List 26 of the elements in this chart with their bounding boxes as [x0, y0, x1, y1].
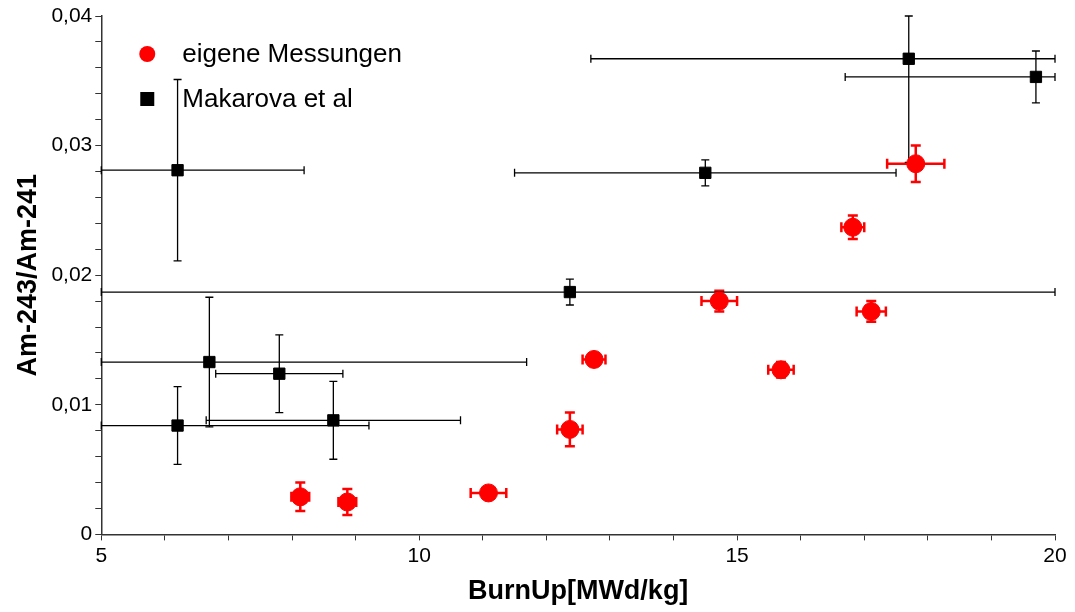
point [1029, 70, 1043, 84]
point [203, 355, 216, 369]
point [560, 419, 580, 439]
y-axis-title: Am-243/Am-241 [11, 173, 42, 377]
y-tick-label: 0,01 [51, 391, 93, 415]
y-tick-label: 0,03 [51, 132, 93, 156]
point [171, 164, 184, 177]
x-tick-label: 15 [725, 542, 749, 566]
y-tick-label: 0,04 [51, 2, 93, 26]
point [906, 154, 926, 174]
point [902, 52, 915, 65]
y-tick-label: 0 [80, 521, 93, 545]
point [171, 419, 184, 432]
point [563, 285, 577, 299]
legend-label: eigene Messungen [182, 38, 402, 69]
x-tick-label: 10 [407, 542, 431, 566]
point [861, 301, 881, 321]
legend-label: Makarova et al [182, 83, 353, 114]
x-axis-title: BurnUp[MWd/kg] [467, 575, 689, 606]
y-tick-label: 0,02 [51, 262, 93, 285]
x-tick-label: 5 [95, 542, 108, 566]
x-tick-label: 20 [1043, 542, 1067, 566]
point [478, 483, 498, 503]
point [327, 414, 340, 427]
point [273, 367, 286, 380]
point [699, 166, 712, 179]
